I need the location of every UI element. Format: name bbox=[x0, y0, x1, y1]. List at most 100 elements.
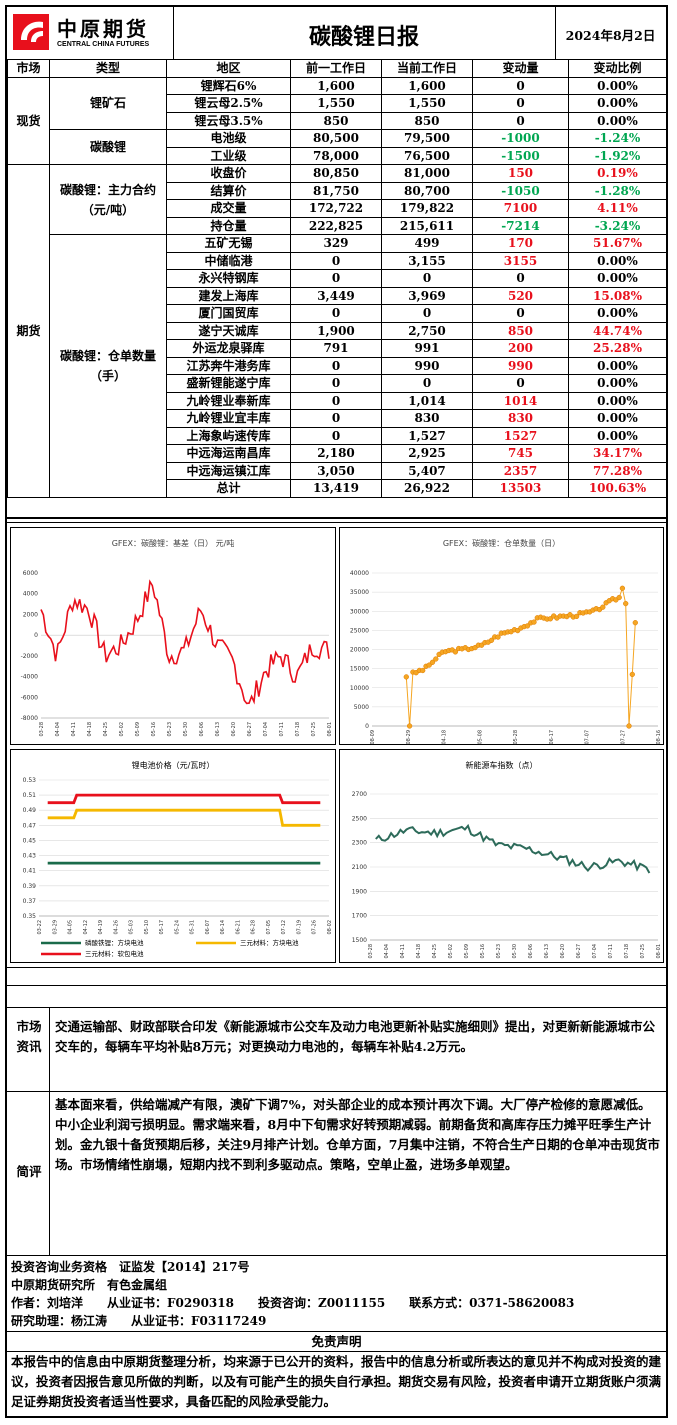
prev-value-cell: 81,750 bbox=[290, 181, 382, 200]
x-tick-label: 07-19 bbox=[296, 920, 302, 935]
footer-assistant: 研究助理：杨江涛 从业证书：F03117249 bbox=[11, 1314, 267, 1328]
cur-value-cell: 79,500 bbox=[381, 129, 473, 148]
change-cell: 150 bbox=[472, 164, 569, 183]
x-tick-label: 05-08 bbox=[477, 730, 483, 745]
cur-value-cell: 499 bbox=[381, 234, 473, 253]
y-tick-label: 2700 bbox=[352, 791, 367, 798]
prev-value-cell: 3,449 bbox=[290, 286, 382, 305]
region-cell: 成交量 bbox=[166, 199, 291, 218]
warehouse-data-point bbox=[420, 667, 426, 674]
x-tick-label: 05-02 bbox=[119, 722, 125, 737]
basis-chart-title: GFEX：碳酸锂：基差（日） 元/吨 bbox=[111, 539, 235, 548]
region-cell: 盛新锂能遂宁库 bbox=[166, 374, 291, 393]
x-tick-label: 05-31 bbox=[190, 920, 196, 935]
report-date: 2024年8月2日 bbox=[565, 28, 656, 43]
x-tick-label: 07-04 bbox=[592, 944, 598, 959]
disclaimer-text: 本报告中的信息由中原期货整理分析，均来源于已公开的资料，报告中的信息分析或所表达… bbox=[11, 1354, 662, 1409]
prev-value-cell: 0 bbox=[290, 356, 382, 375]
table-row: 期货 碳酸锂：主力合约（元/吨） 收盘价 80,850 81,000 150 0.19% bbox=[7, 164, 667, 498]
region-cell: 电池级 bbox=[166, 129, 291, 148]
x-tick-label: 06-13 bbox=[544, 944, 550, 959]
x-tick-label: 05-28 bbox=[513, 730, 519, 745]
region-cell: 厦门国贸库 bbox=[166, 304, 291, 323]
legend-label: 三元材料：软包电池 bbox=[85, 949, 144, 958]
footer-institute: 中原期货研究所 有色金属组 bbox=[11, 1278, 168, 1292]
region-cell: 工业级 bbox=[166, 146, 291, 165]
change-cell: 0 bbox=[472, 111, 569, 130]
warehouse-data-point bbox=[616, 594, 622, 601]
y-tick-label: 2300 bbox=[352, 840, 367, 847]
cur-value-cell: 0 bbox=[381, 304, 473, 323]
table-row: 碳酸锂：仓单数量（手） 五矿无锡 329 499 170 51.67% bbox=[8, 234, 667, 498]
prev-value-cell: 13,419 bbox=[290, 479, 382, 498]
x-tick-label: 04-18 bbox=[442, 730, 448, 745]
change-pct-cell: 0.19% bbox=[568, 164, 667, 183]
table-row: 厦门国贸库 0 0 0 0.00% bbox=[8, 304, 667, 323]
warehouse-data-point bbox=[629, 671, 635, 678]
report-title: 碳酸锂日报 bbox=[308, 24, 419, 50]
change-cell: 520 bbox=[472, 286, 569, 305]
table-row: 永兴特钢库 0 0 0 0.00% bbox=[8, 269, 667, 288]
y-tick-label: -8000 bbox=[21, 715, 39, 722]
market-info-label: 市场资讯 bbox=[16, 1019, 42, 1054]
change-cell: -7214 bbox=[472, 216, 569, 235]
change-cell: 2357 bbox=[472, 461, 569, 480]
y-tick-label: 0.51 bbox=[23, 792, 37, 799]
x-tick-label: 04-11 bbox=[400, 944, 406, 959]
report-sheet: 中原期货 CENTRAL CHINA FUTURES 碳酸锂日报 2024年8月… bbox=[5, 5, 668, 1418]
change-pct-cell: 15.08% bbox=[568, 286, 667, 305]
warehouse-chart: GFEX：碳酸锂：仓单数量（日） 40000 35000 30000 25000 200… bbox=[339, 527, 664, 745]
disclaimer-title: 免责声明 bbox=[311, 1334, 362, 1349]
ternary-pouch-series-line bbox=[47, 793, 321, 805]
change-cell: -1050 bbox=[472, 181, 569, 200]
change-pct-cell: 0.00% bbox=[568, 304, 667, 323]
warehouse-data-point bbox=[531, 619, 537, 625]
prev-value-cell: 3,050 bbox=[290, 461, 382, 480]
x-tick-label: 07-25 bbox=[311, 722, 317, 737]
change-pct-cell: 0.00% bbox=[568, 94, 667, 113]
x-tick-label: 05-03 bbox=[129, 920, 135, 935]
y-tick-label: 1900 bbox=[352, 888, 367, 895]
prev-value-cell: 80,500 bbox=[290, 129, 382, 148]
prev-value-cell: 0 bbox=[290, 251, 382, 270]
region-cell: 结算价 bbox=[166, 181, 291, 200]
type-warehouse-cell: 碳酸锂：仓单数量（手） bbox=[49, 234, 167, 498]
table-row: 江苏奔牛港务库 0 990 990 0.00% bbox=[8, 356, 667, 375]
region-cell: 遂宁天诚库 bbox=[166, 321, 291, 340]
x-tick-label: 06-13 bbox=[215, 722, 221, 737]
x-tick-label: 05-10 bbox=[144, 920, 150, 935]
cur-value-cell: 179,822 bbox=[381, 199, 473, 218]
cur-value-cell: 80,700 bbox=[381, 181, 473, 200]
x-tick-label: 04-18 bbox=[416, 944, 422, 959]
basis-series-line bbox=[40, 579, 330, 705]
y-tick-label: 40000 bbox=[350, 570, 369, 577]
change-cell: -1500 bbox=[472, 146, 569, 165]
report-header: 中原期货 CENTRAL CHINA FUTURES 碳酸锂日报 2024年8月… bbox=[7, 7, 666, 59]
x-tick-label: 06-17 bbox=[549, 730, 555, 745]
legend-label: 磷酸铁锂：方块电池 bbox=[85, 938, 144, 947]
company-logo bbox=[13, 14, 49, 50]
prev-value-cell: 0 bbox=[290, 409, 382, 428]
region-cell: 上海象屿速传库 bbox=[166, 426, 291, 445]
y-tick-label: -4000 bbox=[21, 674, 39, 681]
x-tick-label: 07-12 bbox=[281, 920, 287, 935]
x-tick-label: 05-02 bbox=[448, 944, 454, 959]
change-cell: 1527 bbox=[472, 426, 569, 445]
x-tick-label: 06-27 bbox=[247, 722, 253, 737]
change-cell: 990 bbox=[472, 356, 569, 375]
cur-value-cell: 1,600 bbox=[381, 76, 473, 95]
change-pct-cell: -1.92% bbox=[568, 146, 667, 165]
change-pct-cell: 0.00% bbox=[568, 426, 667, 445]
warehouse-data-point bbox=[619, 585, 626, 591]
x-tick-label: 05-24 bbox=[174, 920, 180, 935]
prev-value-cell: 1,600 bbox=[290, 76, 382, 95]
footer-author: 作者：刘培洋 从业证书：F0290318 投资咨询：Z0011155 联系方式：… bbox=[11, 1296, 575, 1310]
nev-chart-title: 新能源车指数（点） bbox=[465, 761, 538, 770]
change-cell: 1014 bbox=[472, 391, 569, 410]
warehouse-data-point bbox=[524, 623, 531, 629]
price-table: 市场 类型 地区 前一工作日 当前工作日 变动量 变动比例 现货 锂矿石 锂辉石6%… bbox=[7, 59, 667, 498]
cur-value-cell: 991 bbox=[381, 339, 473, 358]
change-pct-cell: 0.00% bbox=[568, 409, 667, 428]
region-cell: 持仓量 bbox=[166, 216, 291, 235]
table-row: 中远海运镇江库 3,050 5,407 2357 77.28% bbox=[8, 461, 667, 480]
